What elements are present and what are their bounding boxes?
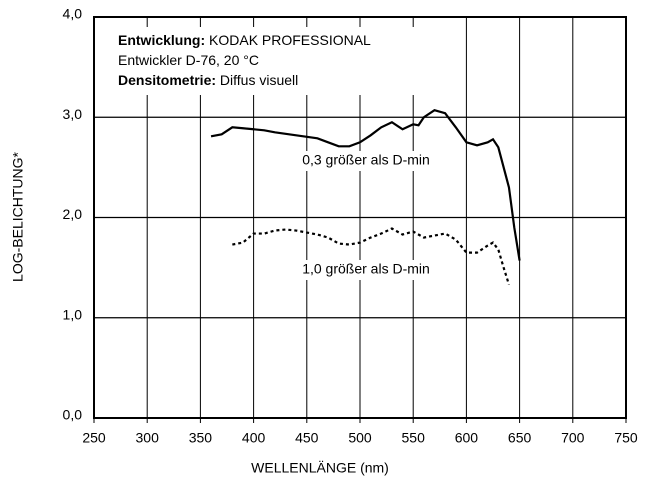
annotation-text: KODAK PROFESSIONAL — [209, 32, 371, 48]
y-tick-label: 2,0 — [63, 206, 83, 222]
annotation-text: Entwickler D-76, 20 °C — [118, 52, 259, 68]
y-tick-label: 1,0 — [63, 306, 83, 322]
series-label: 1,0 größer als D-min — [302, 261, 430, 277]
annotation-label: Entwicklung: — [118, 32, 205, 48]
x-tick-label: 650 — [508, 430, 532, 446]
x-tick-label: 350 — [189, 430, 213, 446]
y-axis-label: LOG-BELICHTUNG* — [10, 151, 26, 281]
series-label-bg — [270, 260, 462, 280]
annotation-text: Diffus visuell — [220, 72, 298, 88]
x-axis-label: WELLENLÄNGE (nm) — [251, 460, 389, 476]
x-tick-label: 550 — [402, 430, 426, 446]
x-tick-label: 700 — [561, 430, 585, 446]
annotation-label: Densitometrie: — [118, 72, 216, 88]
x-tick-label: 300 — [136, 430, 160, 446]
x-tick-label: 600 — [455, 430, 479, 446]
y-tick-label: 0,0 — [63, 407, 83, 423]
plot-frame — [93, 16, 627, 419]
x-tick-label: 400 — [242, 430, 266, 446]
x-tick-label: 250 — [82, 430, 106, 446]
y-tick-label: 3,0 — [63, 106, 83, 122]
annotation-box — [112, 27, 450, 95]
series-label: 0,3 größer als D-min — [302, 152, 430, 168]
line-series — [210, 109, 521, 261]
line-series — [232, 227, 511, 285]
x-tick-label: 450 — [295, 430, 319, 446]
x-tick-label: 750 — [614, 430, 638, 446]
series-label-bg — [270, 151, 462, 171]
annotation-line: Entwicklung: KODAK PROFESSIONAL — [118, 32, 371, 48]
y-tick-label: 4,0 — [63, 6, 83, 22]
x-tick-label: 500 — [348, 430, 372, 446]
annotation-line: Entwickler D-76, 20 °C — [118, 52, 259, 68]
annotation-line: Densitometrie: Diffus visuell — [118, 72, 298, 88]
